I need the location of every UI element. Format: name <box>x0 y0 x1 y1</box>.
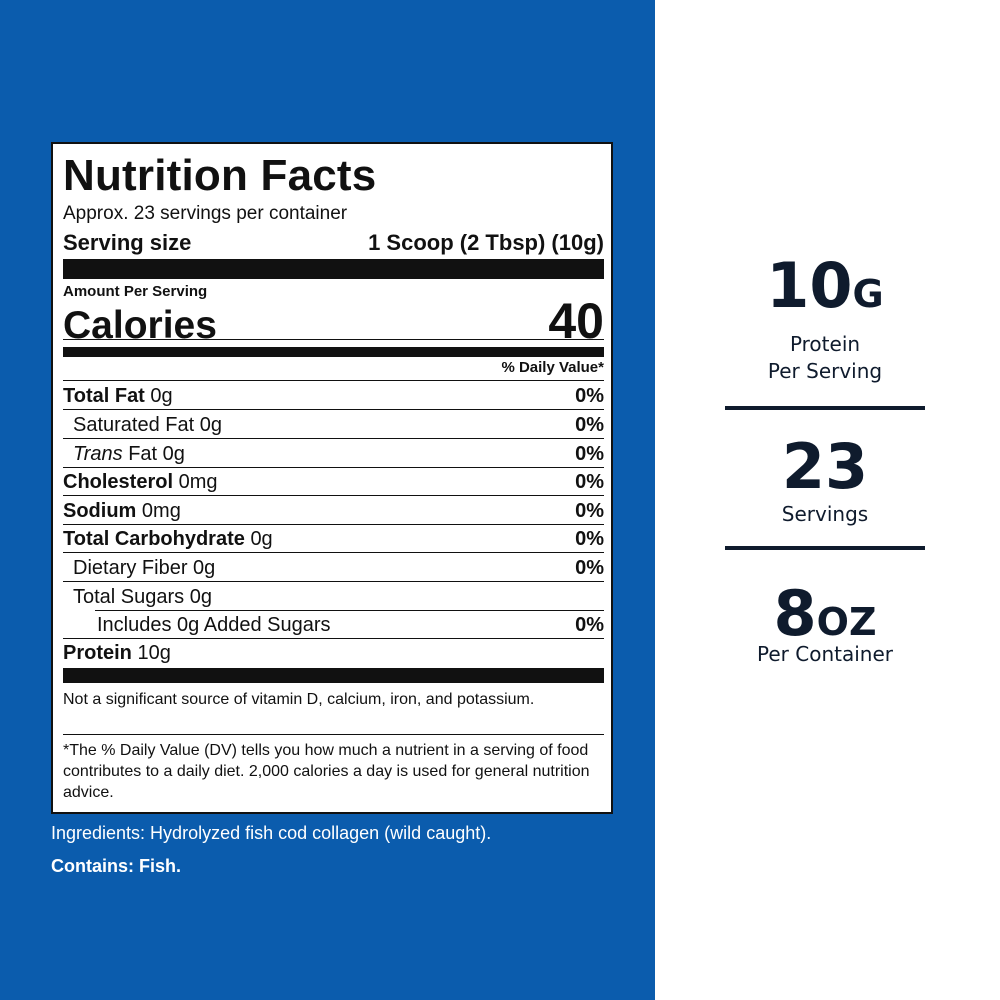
nutrient-amount: 0g <box>199 414 222 436</box>
nutrient-name-italic: Trans <box>73 443 123 465</box>
calories-label: Calories <box>63 304 217 347</box>
calories-row: Calories 40 <box>63 296 604 346</box>
divider <box>63 495 604 496</box>
divider <box>63 467 604 468</box>
nutrient-name: Total Carbohydrate <box>63 528 245 550</box>
nutrient-dv: 0% <box>575 385 604 407</box>
divider <box>63 734 604 735</box>
nutrient-name: Saturated Fat <box>73 414 195 436</box>
servings-per-container: Approx. 23 servings per container <box>63 203 348 224</box>
divider <box>63 438 604 439</box>
nutrient-amount: 0g <box>250 528 273 550</box>
protein-stat-label-2: Per Serving <box>767 359 883 383</box>
calories-value: 40 <box>548 293 604 349</box>
nutrient-name: Total Fat <box>63 385 145 407</box>
nutrient-dv: 0% <box>575 528 604 550</box>
thick-divider <box>63 668 604 683</box>
nutrient-row-total-fat: Total Fat 0g 0% <box>63 386 604 406</box>
nutrient-row-total-carbohydrate: Total Carbohydrate 0g 0% <box>63 529 604 549</box>
nutrient-name: Protein <box>63 642 132 664</box>
nutrient-name: Fat <box>122 443 158 465</box>
nutrition-facts-panel: Nutrition Facts Approx. 23 servings per … <box>51 142 613 814</box>
amount-per-serving-label: Amount Per Serving <box>63 283 208 300</box>
divider <box>63 552 604 553</box>
container-stat-value: 8OZ <box>773 577 877 650</box>
nutrient-row-added-sugars: Includes 0g Added Sugars 0% <box>63 615 604 635</box>
nutrient-amount: 0g <box>162 443 185 465</box>
servings-stat-value: 23 <box>781 430 869 503</box>
nutrient-amount: 0g <box>150 385 173 407</box>
nutrient-row-sodium: Sodium 0mg 0% <box>63 501 604 521</box>
nutrient-amount: 10g <box>137 642 171 664</box>
nutrient-name: Total Sugars <box>73 586 185 608</box>
divider <box>95 610 604 611</box>
protein-stat-label-1: Protein <box>789 332 861 356</box>
daily-value-footnote: *The % Daily Value (DV) tells you how mu… <box>63 742 590 801</box>
divider <box>63 380 604 381</box>
vitamin-note: Not a significant source of vitamin D, c… <box>63 691 535 708</box>
nutrient-dv: 0% <box>575 443 604 465</box>
nutrient-dv: 0% <box>575 557 604 579</box>
nutrient-dv: 0% <box>575 414 604 436</box>
divider <box>63 638 604 639</box>
divider <box>63 339 604 340</box>
stat-divider <box>725 406 925 410</box>
nutrition-facts-title: Nutrition Facts <box>63 151 377 200</box>
nutrient-name: Sodium <box>63 500 137 522</box>
divider <box>63 581 604 582</box>
thick-divider <box>63 259 604 279</box>
nutrient-row-dietary-fiber: Dietary Fiber 0g 0% <box>63 558 604 578</box>
nutrient-row-total-sugars: Total Sugars 0g <box>63 587 604 607</box>
nutrient-amount: 0mg <box>178 471 218 493</box>
nutrient-row-protein: Protein 10g <box>63 643 604 663</box>
container-stat-label: Per Container <box>757 642 893 666</box>
nutrient-amount: 0g <box>193 557 216 579</box>
serving-size-value: 1 Scoop (2 Tbsp) (10g) <box>368 230 604 255</box>
nutrient-name: Dietary Fiber <box>73 557 188 579</box>
allergen-contains-text: Contains: Fish. <box>51 856 181 876</box>
nutrient-row-saturated-fat: Saturated Fat 0g 0% <box>63 415 604 435</box>
nutrient-row-trans-fat: Trans Fat 0g 0% <box>63 444 604 464</box>
nutrient-amount: 0mg <box>141 500 181 522</box>
ingredients-text: Ingredients: Hydrolyzed fish cod collage… <box>51 823 492 843</box>
nutrient-name: Includes 0g Added Sugars <box>97 614 331 636</box>
serving-size-label: Serving size <box>63 230 192 255</box>
medium-divider <box>63 347 604 357</box>
nutrient-name: Cholesterol <box>63 471 174 493</box>
nutrient-row-cholesterol: Cholesterol 0mg 0% <box>63 472 604 492</box>
nutrient-dv: 0% <box>575 500 604 522</box>
serving-size-row: Serving size 1 Scoop (2 Tbsp) (10g) <box>63 232 604 254</box>
stat-divider <box>725 546 925 550</box>
protein-stat-value: 10G <box>766 249 884 322</box>
divider <box>63 524 604 525</box>
nutrient-dv: 0% <box>575 614 604 636</box>
divider <box>63 409 604 410</box>
nutrient-amount: 0g <box>189 586 212 608</box>
servings-stat-label: Servings <box>781 502 869 526</box>
daily-value-header: % Daily Value* <box>501 359 604 376</box>
nutrient-dv: 0% <box>575 471 604 493</box>
